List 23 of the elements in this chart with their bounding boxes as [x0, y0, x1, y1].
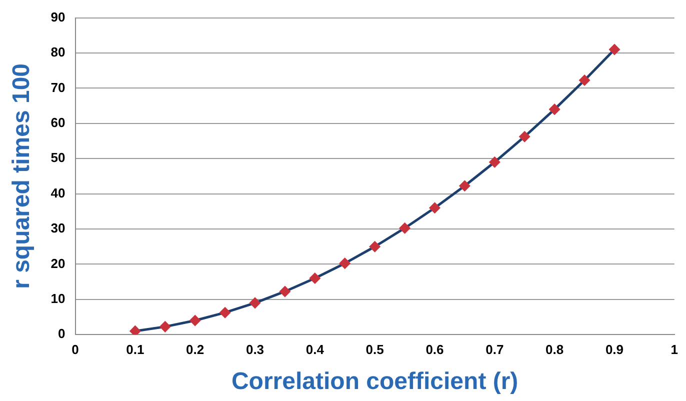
y-tick-label: 50: [50, 150, 66, 166]
y-tick-label: 60: [50, 114, 66, 130]
y-tick-label: 0: [58, 326, 66, 342]
x-tick-label: 0.5: [366, 342, 384, 357]
y-tick-label: 90: [50, 9, 66, 24]
y-tick-label: 10: [50, 290, 66, 306]
y-tick-label: 70: [50, 80, 66, 95]
x-tick-label: 0.1: [126, 342, 144, 357]
x-tick-label: 0: [72, 342, 79, 357]
y-tick-label: 80: [50, 44, 66, 60]
x-tick-label: 0.4: [306, 342, 325, 357]
y-tick-label: 20: [50, 256, 66, 271]
x-tick-label: 0.2: [186, 342, 204, 357]
x-axis-title: Correlation coefficient (r): [231, 368, 518, 396]
x-tick-label: 0.8: [546, 342, 564, 357]
x-tick-label: 0.7: [486, 342, 504, 357]
y-axis-title: r squared times 100: [8, 63, 36, 289]
x-tick-label: 0.6: [426, 342, 444, 357]
x-tick-label: 1: [670, 342, 678, 357]
y-tick-label: 30: [50, 220, 66, 236]
x-tick-label: 0.3: [246, 342, 264, 357]
x-tick-label: 0.9: [605, 342, 624, 357]
y-tick-label: 40: [50, 185, 66, 200]
